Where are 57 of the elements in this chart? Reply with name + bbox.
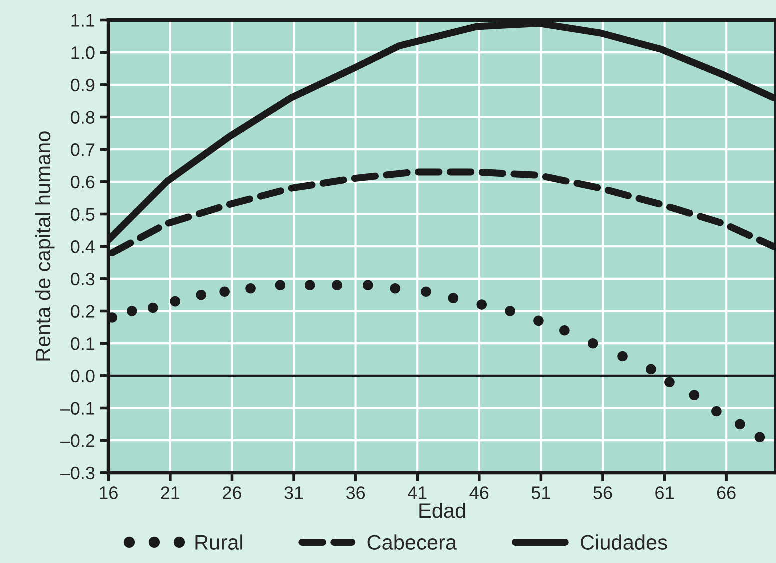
point: [108, 312, 118, 323]
y-tick-label: 0.6: [71, 176, 95, 189]
point: [304, 280, 316, 291]
y-tick-label: –0.2: [60, 434, 95, 448]
point: [126, 306, 138, 316]
point: [689, 390, 700, 400]
y-tick-label: 0.0: [71, 370, 95, 383]
point: [735, 419, 746, 430]
point: [618, 351, 628, 362]
point: [505, 306, 516, 316]
y-tick-label: 0.1: [71, 338, 95, 350]
y-tick-label: –0.3: [60, 466, 95, 480]
y-tick-label: 0.5: [71, 208, 95, 221]
legend-label: Rural: [196, 534, 242, 550]
y-tick-label: 0.7: [71, 144, 95, 156]
x-tick-label: 26: [223, 486, 242, 500]
x-tick-label: 61: [656, 486, 674, 500]
y-tick-label: 0.8: [71, 111, 95, 124]
point: [196, 290, 206, 300]
y-tick-label: 0.9: [71, 78, 95, 92]
x-tick-label: 31: [284, 486, 304, 500]
x-axis-title: Edad: [420, 502, 466, 518]
x-tick-label: 46: [470, 486, 489, 500]
y-tick-label: 0.2: [71, 305, 95, 318]
x-tick-label: 41: [408, 486, 427, 500]
point: [332, 280, 342, 291]
point: [646, 364, 656, 375]
point: [390, 283, 401, 294]
point: [448, 293, 459, 304]
y-tick-label: –0.1: [60, 402, 95, 415]
x-tick-label: 16: [100, 486, 118, 500]
x-tick-label: 36: [346, 486, 366, 500]
point: [421, 286, 432, 298]
point: [560, 326, 570, 336]
x-tick-label: 21: [161, 486, 180, 500]
point: [712, 406, 722, 417]
point: [476, 300, 488, 310]
point: [664, 377, 675, 388]
point: [246, 283, 256, 294]
point: [754, 432, 766, 443]
legend-label: Ciudades: [581, 534, 668, 550]
y-axis-title: Renta de capital humano: [35, 132, 55, 361]
legend-label: Cabecera: [368, 534, 458, 550]
point: [220, 286, 230, 298]
x-tick-label: 66: [717, 486, 736, 500]
point: [275, 280, 286, 291]
point: [170, 296, 181, 307]
x-tick-label: 51: [532, 486, 550, 500]
y-tick-label: 1.0: [72, 46, 95, 60]
y-tick-label: 0.3: [71, 272, 95, 286]
y-tick-label: 0.4: [71, 240, 95, 254]
x-tick-label: 56: [594, 486, 612, 500]
point: [363, 280, 374, 291]
point: [534, 316, 544, 326]
point: [588, 338, 598, 349]
point: [148, 302, 158, 314]
y-tick-label: 1.1: [72, 14, 95, 27]
